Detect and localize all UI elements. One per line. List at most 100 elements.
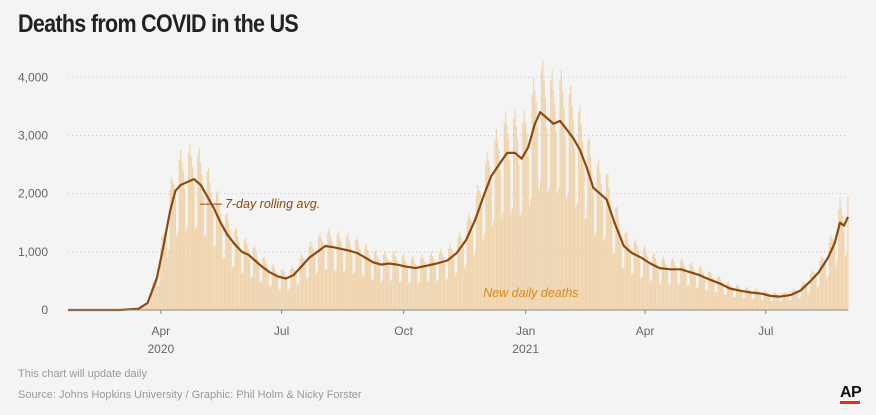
daily-bar [196,226,198,310]
daily-bar [708,272,710,310]
daily-bar [242,272,244,310]
daily-bar [644,246,646,310]
daily-bar [329,235,332,310]
daily-bar [405,262,407,310]
daily-bar [693,269,695,310]
daily-bar [607,173,609,310]
daily-bar [264,261,267,310]
daily-bar [463,267,466,310]
daily-bar [436,281,438,310]
daily-bar [749,290,751,310]
daily-bar [511,207,513,310]
daily-bar [543,80,545,310]
daily-bar [674,265,677,310]
daily-bar [221,229,223,310]
daily-bar [649,281,651,310]
daily-bar [164,231,166,310]
daily-bar [527,155,529,310]
daily-bar [660,282,662,310]
daily-bar [336,234,338,310]
daily-bar [628,244,630,310]
daily-bar [790,300,792,310]
daily-bar [820,256,822,310]
daily-bar [237,236,239,310]
daily-bar [408,283,410,310]
daily-bar [595,232,597,310]
daily-bar [483,234,486,310]
daily-bar [287,289,289,310]
source-credit: Source: Johns Hopkins University / Graph… [18,389,362,401]
daily-bar [210,192,212,310]
daily-bar [542,59,544,310]
daily-bar [262,257,264,310]
daily-bar [291,266,293,310]
daily-bar [299,258,301,310]
daily-bar [398,282,401,310]
daily-bar [467,213,470,310]
daily-bar [429,254,431,310]
daily-bar [454,275,456,310]
daily-bar [418,282,421,310]
daily-bar [359,248,361,310]
daily-bar [203,236,206,310]
daily-bar [340,242,342,310]
daily-bar [826,278,828,310]
daily-bar [586,217,588,310]
daily-bar [149,300,151,310]
daily-bar [831,237,833,310]
daily-bar [412,255,414,310]
daily-bar [295,274,297,310]
daily-bar [384,251,386,310]
daily-bar [391,279,393,310]
daily-bar [604,237,606,310]
daily-bar [185,231,187,310]
daily-bar [322,241,324,310]
daily-bar [502,211,504,310]
daily-bar [145,303,147,310]
daily-bar [448,248,450,310]
daily-bar [239,253,241,310]
daily-bar [323,250,325,310]
daily-bar [300,254,302,310]
daily-bar [473,255,475,310]
daily-bar [465,264,467,310]
daily-bar [168,250,170,310]
daily-bar [150,288,153,310]
daily-bar [153,280,155,310]
daily-bar [681,258,683,310]
daily-bar [666,271,669,310]
daily-bar [375,249,377,310]
daily-bar [567,193,569,310]
daily-bar [574,149,576,310]
daily-bar [294,270,296,310]
daily-bar [328,228,330,310]
daily-bar [320,237,322,310]
daily-bar [778,297,780,310]
daily-bar [255,253,257,310]
daily-bar [799,297,801,310]
daily-bar [654,258,657,310]
daily-bar [181,161,183,310]
daily-bar [627,238,629,310]
daily-bar [547,191,549,310]
daily-bar [251,276,253,310]
daily-bar [497,140,499,310]
daily-bar [389,281,391,310]
daily-bar [226,213,228,310]
daily-bar [202,195,204,310]
daily-bar [462,247,464,310]
daily-bar [188,153,190,310]
daily-bar [670,260,673,310]
daily-bar [284,275,287,310]
daily-bar [517,139,519,310]
daily-bar [635,239,637,310]
daily-bar [292,268,295,310]
daily-bar [307,276,309,310]
daily-bar [521,211,523,310]
daily-bar [250,277,252,310]
y-tick-label: 3,000 [18,128,48,142]
daily-bar [326,268,328,310]
daily-bar [568,94,570,310]
daily-bar [182,171,184,310]
daily-bar [333,271,336,310]
